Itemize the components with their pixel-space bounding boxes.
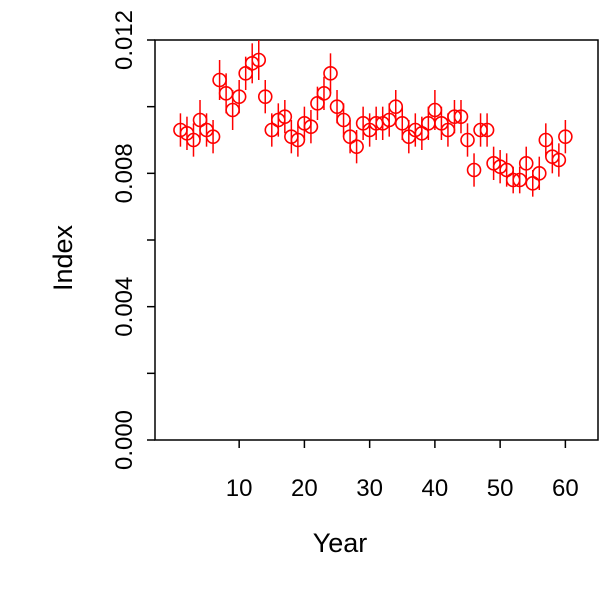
x-tick-label: 60 (552, 475, 579, 502)
x-tick-label: 10 (226, 475, 253, 502)
data-point (323, 66, 338, 81)
x-tick-label: 20 (291, 475, 318, 502)
y-tick-label: 0.012 (111, 10, 138, 70)
data-point (453, 109, 469, 124)
y-tick-label: 0.008 (111, 143, 138, 203)
data-points (173, 40, 573, 197)
y-tick-label: 0.004 (111, 277, 138, 337)
data-point (205, 129, 221, 144)
y-tick-label: 0.000 (111, 410, 138, 470)
data-point (257, 89, 273, 104)
x-tick-label: 30 (356, 475, 383, 502)
data-point (349, 139, 364, 154)
data-point (531, 166, 547, 181)
data-point (479, 122, 495, 138)
data-point (303, 119, 319, 134)
y-axis-title: Index (48, 224, 78, 291)
y-axis: 0.000 0.004 0.008 0.012 (111, 10, 155, 470)
x-axis-title: Year (313, 528, 368, 558)
data-point (277, 109, 293, 124)
x-axis: 10 20 30 40 50 60 (226, 440, 579, 502)
data-point (518, 156, 534, 171)
data-point (251, 52, 267, 68)
x-tick-label: 40 (422, 475, 449, 502)
data-point (231, 89, 247, 104)
plot-frame (154, 39, 599, 441)
x-tick-label: 50 (487, 475, 514, 502)
data-point (551, 152, 567, 168)
data-point (558, 129, 573, 144)
data-point (460, 132, 475, 148)
data-point (466, 162, 482, 178)
